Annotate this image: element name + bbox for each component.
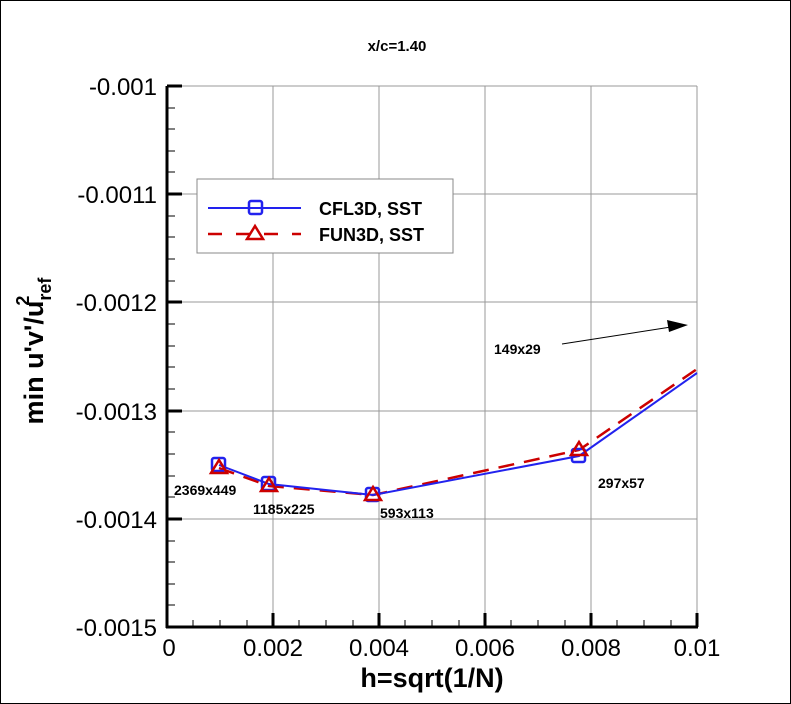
svg-text:1185x225: 1185x225 <box>253 501 315 517</box>
series-cfl3d-markers <box>210 447 587 503</box>
svg-text:0.002: 0.002 <box>243 635 303 662</box>
series-fun3d-markers <box>208 439 590 502</box>
annotation-arrow-line <box>561 326 672 345</box>
svg-text:297x57: 297x57 <box>598 475 645 491</box>
svg-text:-0.0014: -0.0014 <box>76 507 157 534</box>
svg-text:0.004: 0.004 <box>349 635 409 662</box>
svg-text:2369x449: 2369x449 <box>174 482 237 498</box>
svg-text:0.006: 0.006 <box>455 635 515 662</box>
arrow-head-icon <box>667 320 688 332</box>
legend-label-cfl3d: CFL3D, SST <box>319 199 422 219</box>
grid <box>167 85 698 627</box>
svg-text:149x29: 149x29 <box>494 341 541 357</box>
legend: CFL3D, SST FUN3D, SST <box>196 178 454 254</box>
x-tick-labels: 0 0.002 0.004 0.006 0.008 0.01 <box>162 635 720 662</box>
svg-text:-0.0013: -0.0013 <box>76 399 157 426</box>
svg-text:-0.0015: -0.0015 <box>76 615 157 642</box>
svg-text:0.01: 0.01 <box>674 635 721 662</box>
x-axis-label: h=sqrt(1/N) <box>360 663 503 693</box>
svg-text:593x113: 593x113 <box>380 505 434 521</box>
annotations: 2369x449 1185x225 593x113 297x57 149x29 <box>174 341 645 521</box>
y-axis-label: min u'v'/uref2 <box>13 277 55 425</box>
svg-text:0: 0 <box>162 635 175 662</box>
series-cfl3d-line <box>218 372 698 497</box>
chart-title: x/c=1.40 <box>368 38 427 55</box>
svg-text:-0.0011: -0.0011 <box>77 182 157 209</box>
svg-text:min u'v'/uref2: min u'v'/uref2 <box>13 277 55 425</box>
legend-label-fun3d: FUN3D, SST <box>319 225 424 245</box>
axes <box>165 84 699 629</box>
svg-text:-0.001: -0.001 <box>89 74 157 101</box>
svg-text:-0.0012: -0.0012 <box>76 290 157 317</box>
y-tick-labels: -0.001 -0.0011 -0.0012 -0.0013 -0.0014 -… <box>76 74 157 642</box>
svg-text:0.008: 0.008 <box>561 635 621 662</box>
